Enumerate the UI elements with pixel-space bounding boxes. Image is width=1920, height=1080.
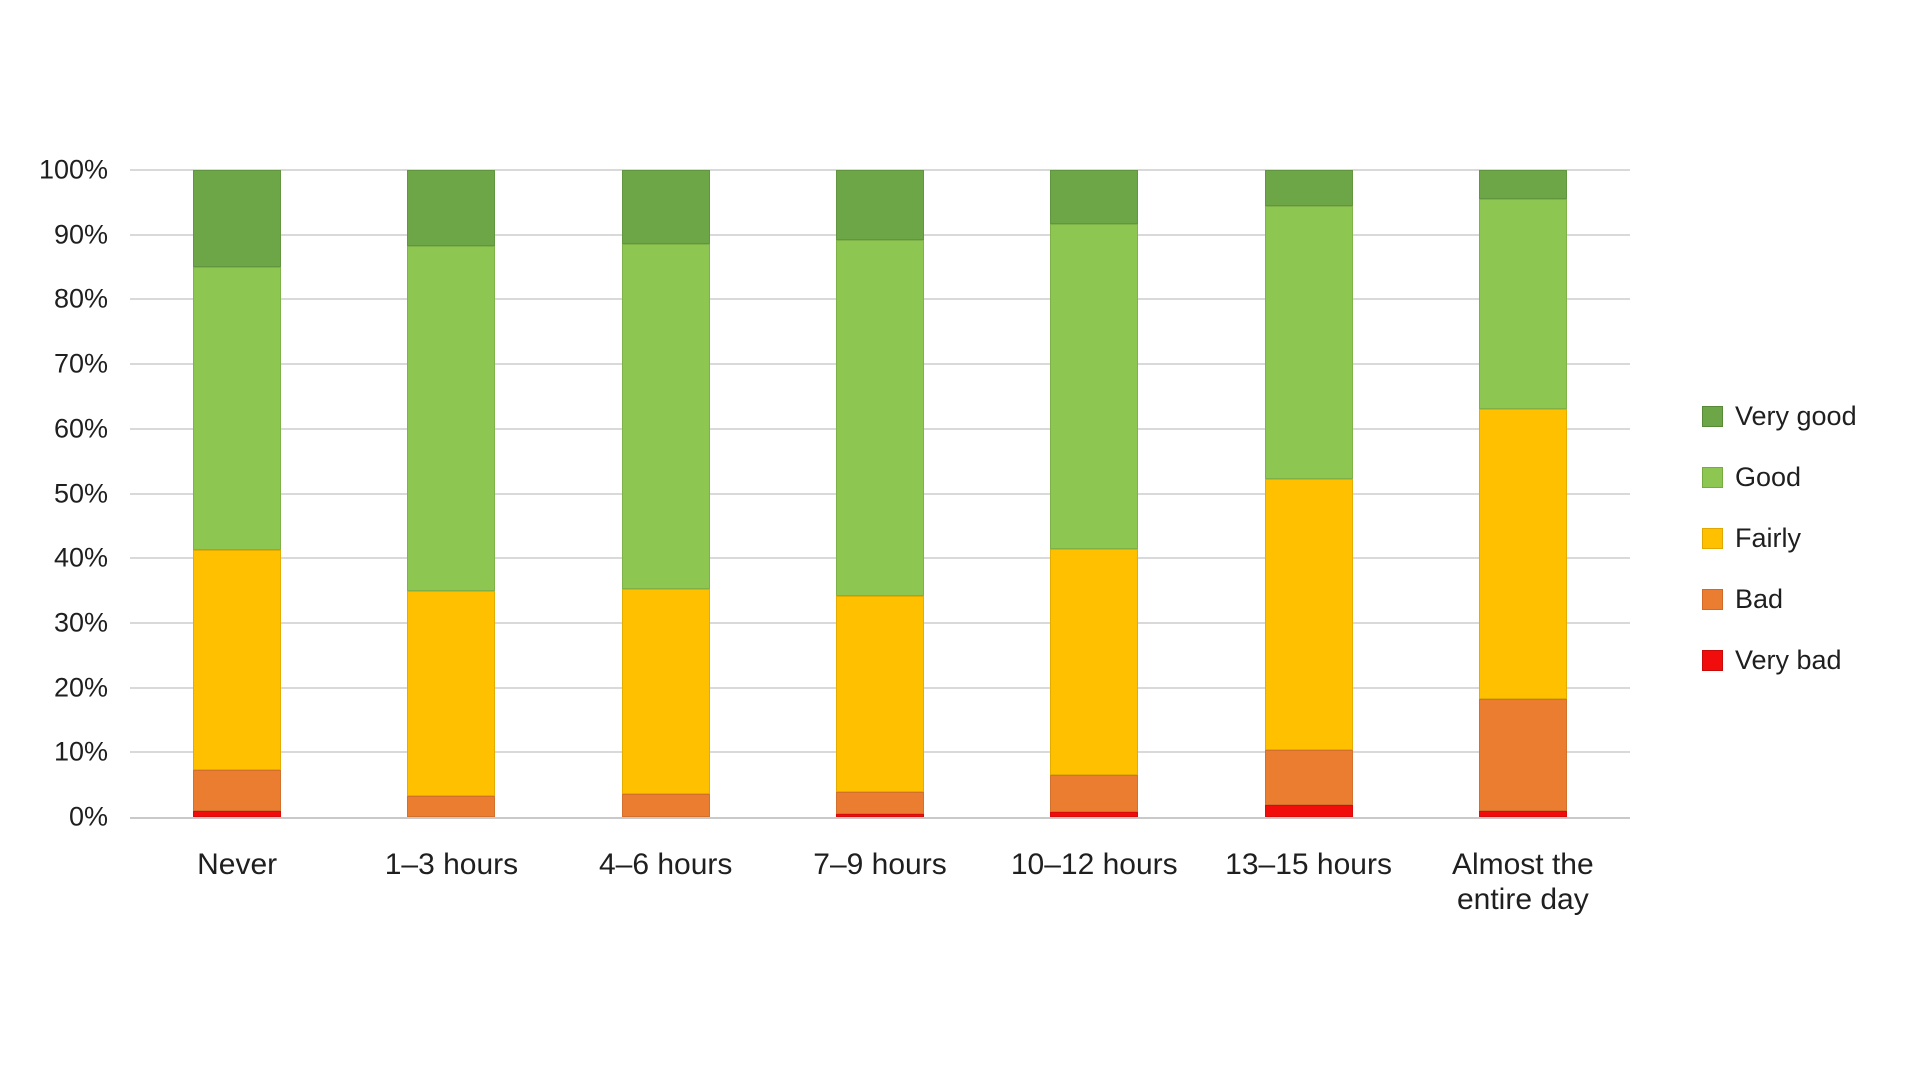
x-axis-labels: Never 1–3 hours 4–6 hours 7–9 hours 10–12 ho… — [130, 847, 1630, 918]
bar-segment-very-bad — [1050, 811, 1139, 817]
x-axis-label: 1–3 hours — [384, 848, 519, 881]
y-tick-label: 0% — [68, 801, 108, 832]
legend: Very good Good Fairly Bad Very bad — [1702, 401, 1857, 709]
bar-segment-good — [1264, 206, 1353, 479]
bar-segment-very-bad — [193, 810, 282, 817]
bar-segment-good — [407, 246, 496, 591]
y-tick-label: 40% — [53, 542, 108, 573]
bar-segment-very-good — [835, 170, 924, 240]
bar-segment-very-good — [1478, 170, 1567, 200]
legend-label: Good — [1735, 462, 1802, 492]
bar-segment-fairly — [193, 549, 282, 771]
bar-segment-very-good — [1264, 170, 1353, 207]
bar-segment-good — [1478, 199, 1567, 410]
stacked-bar — [193, 170, 282, 817]
legend-swatch-icon — [1702, 467, 1723, 488]
legend-label: Very good — [1735, 401, 1857, 431]
bar-segment-fairly — [407, 590, 496, 796]
y-tick-label: 20% — [53, 672, 108, 703]
bar-segment-fairly — [621, 589, 710, 794]
legend-item: Fairly — [1702, 523, 1857, 553]
legend-item: Very bad — [1702, 645, 1857, 675]
bar-slot — [987, 170, 1201, 817]
y-tick-label: 60% — [53, 413, 108, 444]
bar-segment-bad — [1264, 750, 1353, 806]
bar-segment-bad — [1050, 774, 1139, 812]
x-axis-label: Never — [197, 848, 278, 881]
bar-slot — [559, 170, 773, 817]
bar-segment-fairly — [1050, 548, 1139, 775]
bar-segment-very-bad — [835, 813, 924, 817]
legend-label: Bad — [1735, 584, 1784, 614]
bar-segment-bad — [407, 795, 496, 817]
bar-segment-good — [835, 239, 924, 596]
legend-item: Bad — [1702, 584, 1857, 614]
bar-segment-very-bad — [1264, 805, 1353, 817]
stacked-bar — [1050, 170, 1139, 817]
legend-swatch-icon — [1702, 589, 1723, 610]
stacked-bar — [621, 170, 710, 817]
bar-segment-very-good — [621, 170, 710, 245]
bar-segment-good — [193, 267, 282, 550]
bar-segment-very-bad — [1478, 810, 1567, 817]
x-axis-label: 4–6 hours — [598, 848, 733, 881]
x-axis-label: 10–12 hours — [1010, 848, 1178, 881]
bar-slot — [344, 170, 558, 817]
bar-segment-fairly — [1478, 409, 1567, 699]
stacked-bar — [407, 170, 496, 817]
plot-area — [130, 169, 1630, 819]
y-tick-label: 10% — [53, 736, 108, 767]
y-tick-label: 100% — [38, 154, 108, 185]
stacked-bar — [835, 170, 924, 817]
y-tick-label: 70% — [53, 348, 108, 379]
x-axis-label: 7–9 hours — [813, 848, 947, 881]
bar-segment-bad — [1478, 698, 1567, 811]
bar-segment-very-good — [1050, 170, 1139, 224]
y-tick-label: 90% — [53, 219, 108, 250]
y-tick-label: 30% — [53, 607, 108, 638]
bar-segment-fairly — [1264, 478, 1353, 751]
legend-swatch-icon — [1702, 406, 1723, 427]
bar-segment-bad — [193, 770, 282, 811]
x-axis-label: 13–15 hours — [1225, 848, 1392, 881]
stacked-bar — [1478, 170, 1567, 817]
bar-segment-good — [1050, 223, 1139, 549]
legend-item: Very good — [1702, 401, 1857, 431]
legend-swatch-icon — [1702, 650, 1723, 671]
y-tick-label: 50% — [53, 478, 108, 508]
bar-slot — [773, 170, 987, 817]
legend-label: Fairly — [1735, 523, 1801, 553]
x-axis-label: Almost the entire day — [1451, 848, 1594, 917]
bar-segment-good — [621, 244, 710, 590]
bar-slot — [1416, 170, 1630, 817]
bars — [130, 170, 1630, 817]
legend-swatch-icon — [1702, 528, 1723, 549]
bar-slot — [130, 170, 344, 817]
bar-segment-fairly — [835, 595, 924, 792]
legend-item: Good — [1702, 462, 1857, 492]
bar-slot — [1201, 170, 1415, 817]
legend-label: Very bad — [1735, 645, 1842, 675]
stacked-bar — [1264, 170, 1353, 817]
bar-segment-very-good — [193, 170, 282, 268]
gridline — [130, 169, 1630, 171]
bar-segment-bad — [835, 791, 924, 814]
y-axis: 0% 10% 20% 30% 40% 50% 60% 70% 80% 90% 100% — [0, 156, 108, 830]
bar-segment-very-good — [407, 170, 496, 247]
bar-segment-bad — [621, 793, 710, 817]
y-tick-label: 80% — [53, 283, 108, 314]
